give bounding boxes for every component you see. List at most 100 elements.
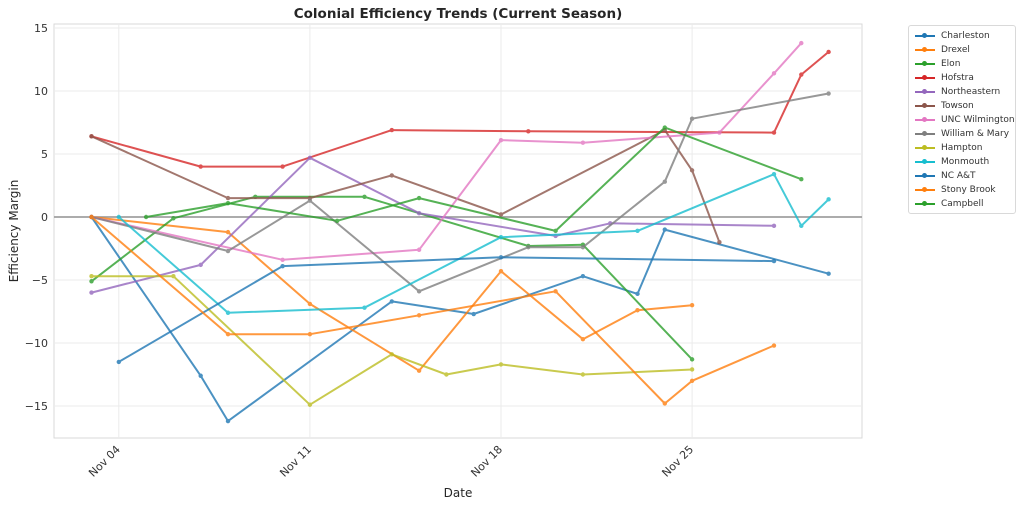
data-point-charleston [580,274,586,279]
data-point-campbell [416,195,422,201]
data-point-unc-wilmington [799,40,804,46]
legend-label: Monmouth [941,157,990,167]
data-point-stony-brook [416,313,422,318]
data-point-hofstra [389,127,394,133]
legend-line-marker-icon [915,33,935,38]
series-line-hofstra [91,51,830,168]
y-tick-label: −5 [32,274,48,287]
data-point-hampton [89,274,94,279]
data-point-hampton [307,402,313,407]
data-point-charleston [471,311,476,317]
legend-line-marker-icon [915,89,935,94]
legend-label: Charleston [941,31,990,41]
chart-title: Colonial Efficiency Trends (Current Seas… [294,6,623,22]
data-point-drexel [416,368,422,373]
y-tick-label: 10 [34,85,48,98]
legend-item-unc-wilmington: UNC Wilmington [909,113,1015,127]
legend-item-northeastern: Northeastern [909,85,1015,99]
data-point-elon [689,357,695,362]
data-point-william-mary [689,116,695,121]
legend-line-marker-icon [915,103,935,108]
data-point-nc-a-t [116,359,122,365]
data-point-charleston [635,291,640,297]
data-point-hofstra [826,49,831,55]
data-point-drexel [635,308,640,313]
legend-item-stony-brook: Stony Brook [909,183,1015,197]
data-point-unc-wilmington [580,140,586,145]
data-point-hofstra [771,130,777,135]
data-point-towson [225,195,231,201]
data-point-drexel [307,301,313,307]
data-point-william-mary [526,245,531,250]
data-point-monmouth [771,171,777,177]
data-point-campbell [225,200,231,206]
data-point-charleston [198,373,203,378]
legend-label: Hofstra [941,73,974,83]
legend-label: NC A&T [941,171,976,181]
data-point-elon [362,194,367,200]
legend-line-marker-icon [915,131,935,136]
y-tick-label: 0 [41,211,48,224]
legend-item-towson: Towson [909,99,1015,113]
data-point-william-mary [662,179,667,184]
legend-line-marker-icon [915,201,935,206]
x-tick-label: Nov 18 [468,443,505,480]
series-campbell [143,125,804,234]
data-point-stony-brook [771,343,777,348]
legend-label: Elon [941,59,961,69]
data-point-elon [171,216,176,221]
legend-item-charleston: Charleston [909,29,1015,43]
data-point-hofstra [799,72,804,77]
x-tick-label: Nov 25 [659,443,696,480]
series-line-nc-a-t [118,256,775,363]
series-nc-a-t [116,255,777,365]
legend-line-marker-icon [915,145,935,150]
data-point-stony-brook [689,378,695,383]
data-point-hampton [444,372,449,377]
data-point-monmouth [225,310,231,315]
data-point-campbell [143,214,149,220]
y-tick-label: 15 [34,22,48,35]
data-point-towson [89,134,94,139]
legend-item-elon: Elon [909,57,1015,71]
series-line-hampton [91,275,693,406]
data-point-hampton [498,362,504,367]
series-line-stony-brook [90,216,775,405]
data-point-campbell [799,177,804,182]
legend-label: Northeastern [941,87,1001,97]
data-point-hofstra [280,164,285,169]
data-point-northeastern [198,262,203,268]
data-point-monmouth [116,214,122,220]
data-point-monmouth [498,234,504,240]
data-point-nc-a-t [771,258,777,264]
y-tick-label: 5 [41,148,48,161]
legend-line-marker-icon [915,159,935,164]
data-point-northeastern [307,155,313,160]
series-monmouth [116,171,831,315]
legend-item-william-mary: William & Mary [909,127,1015,141]
data-point-towson [498,212,504,217]
data-point-stony-brook [662,401,667,406]
legend-label: Towson [941,101,974,111]
data-point-stony-brook [307,331,313,337]
legend-label: Campbell [941,199,984,209]
legend-item-drexel: Drexel [909,43,1015,57]
data-point-stony-brook [89,214,94,220]
data-point-charleston [662,227,667,232]
legend-line-marker-icon [915,173,935,178]
legend-line-marker-icon [915,75,935,80]
legend-line-marker-icon [915,187,935,192]
data-point-charleston [225,418,231,424]
data-point-drexel [580,337,586,342]
x-tick-label: Nov 11 [277,443,314,480]
y-axis-ticks: 15 10 5 0 −5 −10 −15 [25,22,48,413]
legend-label: Hampton [941,143,983,153]
data-point-charleston [389,299,394,304]
data-point-charleston [826,271,831,276]
data-point-elon [89,279,94,284]
data-point-unc-wilmington [280,257,285,263]
data-point-towson [717,240,722,245]
data-point-monmouth [799,223,804,229]
data-point-drexel [225,229,231,235]
